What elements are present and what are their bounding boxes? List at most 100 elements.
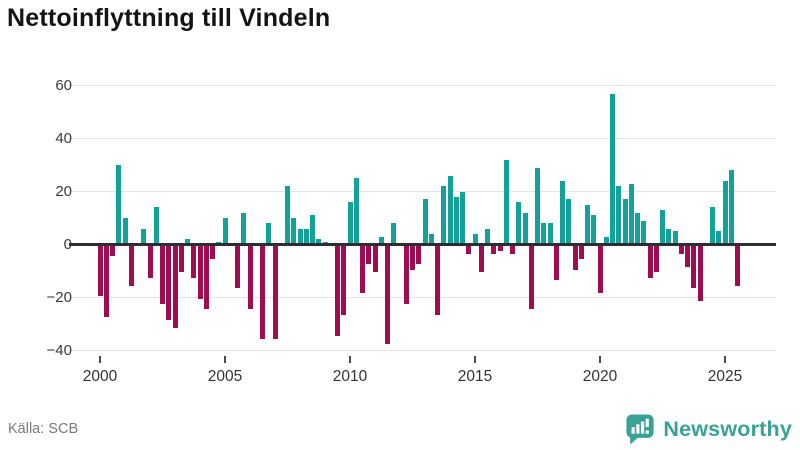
bar: [566, 199, 572, 245]
bar: [641, 220, 647, 245]
bar: [547, 223, 553, 245]
y-axis-label: 0: [63, 235, 72, 253]
bar: [216, 241, 222, 245]
bar: [410, 245, 415, 270]
bar: [678, 245, 684, 254]
bar: [322, 241, 328, 245]
bar: [647, 245, 653, 278]
source-label: Källa: SCB: [8, 421, 79, 437]
bar: [341, 245, 347, 315]
bar: [172, 245, 178, 328]
y-axis-label: 60: [55, 76, 72, 94]
x-axis-label: 2010: [332, 368, 368, 385]
x-axis-tick: [99, 356, 101, 363]
bar: [391, 223, 397, 245]
bar: [153, 207, 159, 245]
bar: [472, 233, 478, 245]
bar: [166, 245, 172, 320]
bar: [453, 196, 459, 245]
x-axis-label: 2025: [707, 368, 743, 385]
bar: [666, 228, 672, 245]
bar: [347, 202, 353, 245]
bar: [241, 212, 247, 245]
y-axis-label: −20: [46, 288, 72, 306]
bar: [291, 218, 297, 245]
bar: [385, 245, 390, 344]
grid-line: [69, 85, 776, 86]
bar: [147, 245, 153, 278]
bar: [510, 245, 515, 254]
bar: [535, 167, 540, 245]
bar: [260, 245, 265, 339]
bar: [422, 199, 428, 245]
x-axis-label: 2015: [457, 368, 493, 385]
bar: [622, 199, 628, 245]
x-axis-label: 2005: [207, 368, 243, 385]
chart-title: Nettoinflyttning till Vindeln: [7, 4, 331, 32]
bar: [541, 223, 547, 245]
bar: [285, 186, 290, 245]
bar: [122, 218, 128, 245]
bar: [616, 186, 622, 245]
bar: [585, 204, 590, 245]
bar: [553, 245, 559, 281]
bar: [628, 183, 634, 245]
bar: [528, 245, 534, 310]
bar: [297, 228, 303, 245]
bar: [735, 245, 740, 286]
bar: [560, 180, 565, 245]
bar: [185, 239, 190, 245]
bar: [141, 228, 147, 245]
y-axis-label: −40: [46, 341, 72, 359]
bar: [210, 245, 215, 260]
bar: [591, 215, 597, 245]
bar: [335, 245, 340, 336]
bar: [503, 159, 509, 245]
newsworthy-logo[interactable]: Newsworthy: [625, 412, 792, 446]
zero-axis-line: [69, 243, 776, 246]
x-axis-tick: [224, 356, 226, 363]
bar-chart-bubble-icon: [626, 414, 654, 445]
bar: [460, 191, 465, 245]
bar: [353, 178, 359, 245]
bar: [178, 245, 184, 273]
bar: [310, 215, 315, 245]
bar: [128, 245, 134, 286]
grid-line: [69, 138, 776, 139]
bar: [716, 231, 722, 245]
bar: [466, 245, 472, 254]
bar: [197, 245, 203, 299]
bar: [478, 245, 484, 273]
bar: [316, 239, 322, 245]
bar: [728, 170, 734, 245]
bar: [710, 207, 715, 245]
bar: [441, 186, 447, 245]
bar: [697, 245, 703, 302]
bar: [303, 228, 309, 245]
bar: [497, 245, 503, 252]
bar: [447, 175, 453, 245]
bar: [203, 245, 209, 310]
bar: [235, 245, 240, 289]
bar: [372, 245, 378, 273]
bar: [416, 245, 422, 265]
bar: [516, 202, 522, 245]
bar: [360, 245, 365, 294]
bar: [653, 245, 659, 273]
bar: [191, 245, 197, 278]
y-axis-label: 20: [55, 182, 72, 200]
x-axis-tick: [724, 356, 726, 363]
bar: [660, 210, 665, 245]
bar: [378, 236, 384, 245]
bar: [578, 245, 584, 260]
grid-line: [69, 191, 776, 192]
bar: [222, 218, 228, 245]
grid-line: [69, 350, 776, 351]
bar: [110, 245, 115, 257]
x-axis-tick: [599, 356, 601, 363]
bar: [97, 245, 103, 297]
bar: [428, 233, 434, 245]
bar: [603, 236, 609, 245]
